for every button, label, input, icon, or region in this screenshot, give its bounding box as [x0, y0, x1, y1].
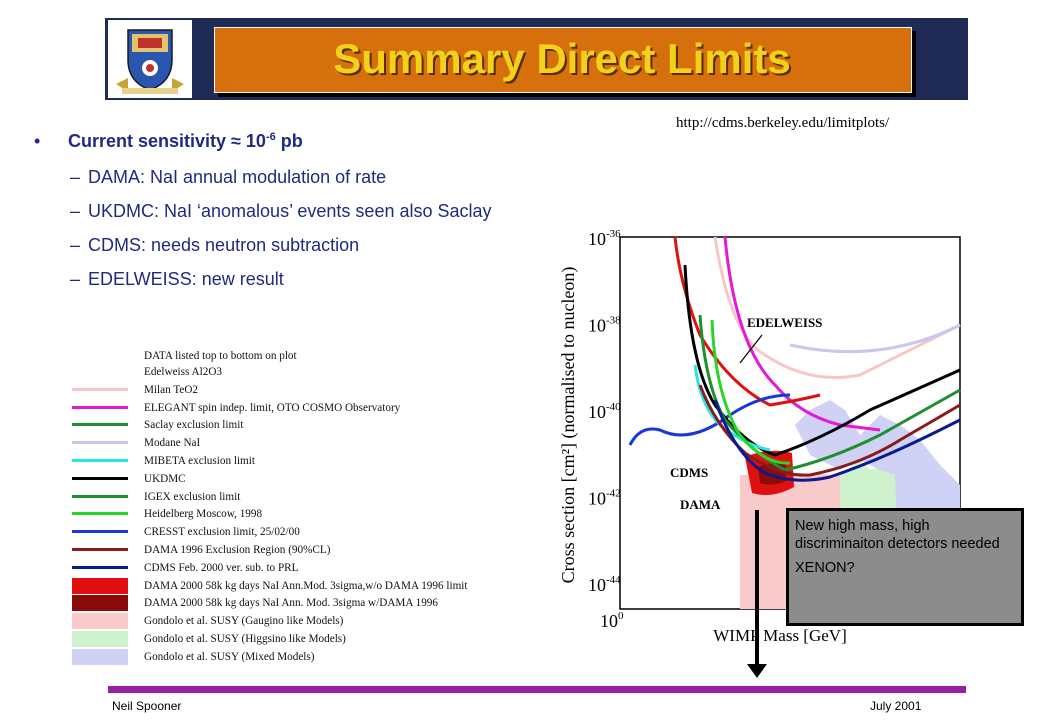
footer-date: July 2001	[870, 699, 922, 713]
page-title: Summary Direct Limits	[333, 35, 791, 82]
bullet-main-suffix: pb	[275, 131, 303, 151]
label-edelweiss: EDELWEISS	[747, 315, 822, 330]
legend-swatch	[72, 548, 128, 551]
legend-label: Gondolo et al. SUSY (Higgsino like Model…	[144, 633, 346, 645]
legend-label: ELEGANT spin indep. limit, OTO COSMO Obs…	[144, 401, 401, 414]
legend-item: Edelweiss Al2O3	[66, 364, 536, 380]
legend-item: Gondolo et al. SUSY (Higgsino like Model…	[66, 631, 536, 647]
legend-swatch	[72, 459, 128, 462]
y-axis-label: Cross section [cm²] (normalised to nucle…	[558, 267, 579, 584]
legend-label: MIBETA exclusion limit	[144, 455, 255, 467]
y-tick-label: 10-36	[588, 228, 621, 249]
label-dama: DAMA	[680, 497, 721, 512]
legend-header: DATA listed top to bottom on plot	[144, 350, 297, 362]
legend-item: CDMS Feb. 2000 ver. sub. to PRL	[66, 560, 536, 576]
edelweiss-pointer	[739, 334, 763, 364]
legend-swatch	[72, 565, 128, 569]
legend-swatch	[72, 494, 128, 498]
sub-bullet: UKDMC: NaI ‘anomalous’ events seen also …	[88, 201, 492, 221]
curve-elegant	[723, 236, 881, 432]
curve-modane	[789, 323, 961, 354]
legend-item: Heidelberg Moscow, 1998	[66, 506, 536, 522]
arrow-line	[755, 510, 759, 670]
curve-milan	[713, 236, 961, 379]
legend-swatch	[72, 530, 128, 534]
y-tick-label: 10-44	[588, 574, 621, 595]
x-axis-label: WIMP Mass [GeV]	[713, 626, 846, 645]
legend-item: DAMA 2000 58k kg days NaI Ann.Mod. 3sigm…	[66, 577, 536, 594]
callout-note: New high mass, high discriminaiton detec…	[786, 508, 1024, 626]
legend-label: Modane NaI	[144, 437, 201, 450]
bullet-dot: •	[34, 131, 41, 151]
legend-swatch	[72, 387, 128, 391]
legend-item: ELEGANT spin indep. limit, OTO COSMO Obs…	[66, 400, 536, 416]
note-line-2: XENON?	[795, 560, 855, 576]
source-url[interactable]: http://cdms.berkeley.edu/limitplots/	[676, 115, 890, 131]
legend-label: CRESST exclusion limit, 25/02/00	[144, 526, 300, 539]
legend-swatch	[72, 476, 128, 480]
bullet-main-prefix: Current sensitivity ≈ 10	[68, 131, 266, 151]
legend-item: Gondolo et al. SUSY (Gaugino like Models…	[66, 613, 536, 630]
legend-label: DAMA 2000 58k kg days NaI Ann. Mod. 3sig…	[144, 597, 438, 610]
legend-label: Heidelberg Moscow, 1998	[144, 508, 263, 521]
legend-label: DAMA 1996 Exclusion Region (90%CL)	[144, 544, 331, 556]
dash-marker: –	[70, 235, 81, 255]
legend-label: Saclay exclusion limit	[144, 419, 244, 432]
curve-cdms	[713, 399, 961, 482]
legend-item: MIBETA exclusion limit	[66, 453, 536, 469]
curve-cresst	[628, 393, 791, 446]
footer-author: Neil Spooner	[112, 699, 182, 713]
legend-swatch	[72, 577, 128, 594]
legend-swatch	[72, 648, 128, 665]
legend-label: Gondolo et al. SUSY (Gaugino like Models…	[144, 615, 344, 628]
title-box	[214, 27, 912, 93]
dash-marker: –	[70, 167, 81, 187]
legend-label: CDMS Feb. 2000 ver. sub. to PRL	[144, 561, 299, 574]
legend-swatch	[72, 595, 128, 612]
dash-marker: –	[70, 269, 81, 289]
legend-label: IGEX exclusion limit	[144, 490, 241, 503]
curve-dama-1996	[698, 384, 961, 477]
legend-swatch	[72, 423, 128, 427]
y-tick-label: 10-38	[588, 315, 621, 336]
note-line-1: New high mass, high discriminaiton detec…	[795, 518, 1000, 552]
y-tick-label: 10-40	[588, 401, 621, 422]
legend-item: IGEX exclusion limit	[66, 489, 536, 505]
arrow-down-icon	[747, 664, 767, 678]
legend-label: DAMA 2000 58k kg days NaI Ann.Mod. 3sigm…	[144, 579, 468, 592]
legend-swatch	[72, 613, 128, 630]
legend-item: DAMA 1996 Exclusion Region (90%CL)	[66, 542, 536, 558]
sub-bullet: CDMS: needs neutron subtraction	[88, 235, 360, 255]
bullet-main: Current sensitivity ≈ 10-6 pb	[68, 131, 303, 152]
footer-bar	[108, 686, 966, 693]
dash-marker: –	[70, 201, 81, 221]
legend-item: Milan TeO2	[66, 382, 536, 398]
label-cdms: CDMS	[670, 465, 708, 480]
legend-item: CRESST exclusion limit, 25/02/00	[66, 524, 536, 540]
curve-heidelberg	[710, 319, 791, 465]
sub-bullet: EDELWEISS: new result	[88, 269, 284, 289]
legend-label: Edelweiss Al2O3	[144, 366, 222, 378]
plot-legend: DATA listed top to bottom on plot Edelwe…	[66, 348, 536, 670]
legend-item: DAMA 2000 58k kg days NaI Ann. Mod. 3sig…	[66, 595, 536, 612]
legend-label: Gondolo et al. SUSY (Mixed Models)	[144, 650, 315, 663]
legend-swatch	[72, 512, 128, 516]
bullet-main-exp: -6	[265, 131, 276, 143]
university-crest-icon	[108, 20, 192, 98]
x-tick-label: 100	[600, 610, 624, 631]
legend-item: UKDMC	[66, 471, 536, 487]
legend-label: Milan TeO2	[144, 383, 199, 396]
y-ticks: 10-36 10-38 10-40 10-42 10-44	[588, 228, 621, 595]
y-tick-label: 10-42	[588, 488, 621, 509]
legend-label: UKDMC	[144, 472, 186, 485]
legend-swatch	[72, 441, 128, 445]
curve-ukdmc	[683, 264, 961, 457]
sub-bullet: DAMA: NaI annual modulation of rate	[88, 167, 387, 187]
legend-swatch	[72, 405, 128, 409]
curve-dama-1996-red	[673, 236, 821, 407]
legend-item: Gondolo et al. SUSY (Mixed Models)	[66, 648, 536, 665]
legend-item: Saclay exclusion limit	[66, 417, 536, 433]
legend-item: Modane NaI	[66, 435, 536, 451]
legend-swatch	[72, 631, 128, 647]
